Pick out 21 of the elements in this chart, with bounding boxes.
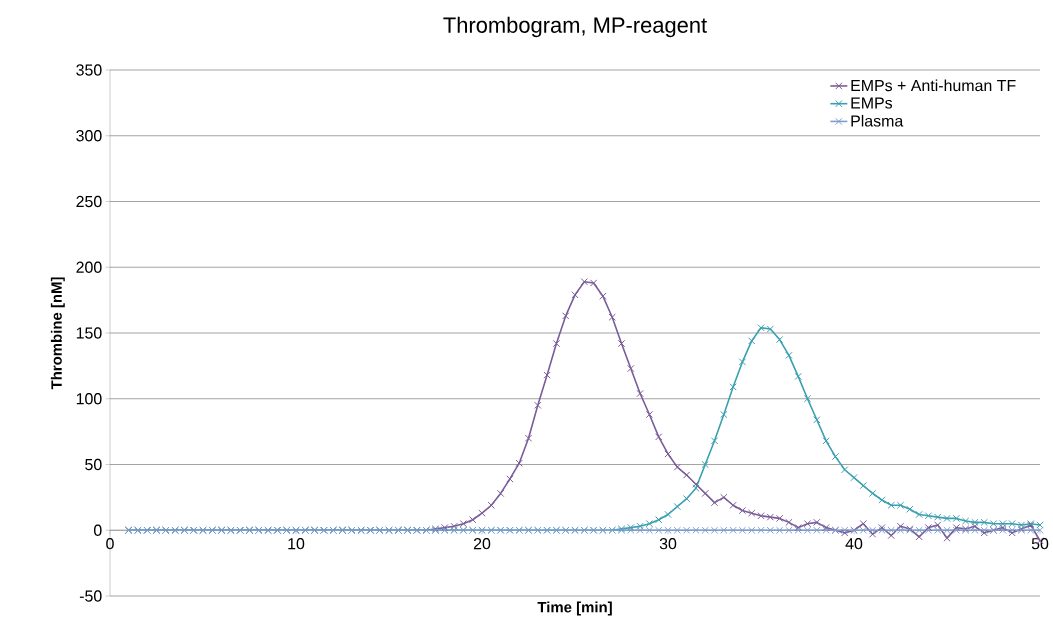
y-axis-title: Thrombine [nM] — [50, 277, 65, 390]
x-tick-label: 40 — [845, 538, 863, 550]
legend-label: Plasma — [851, 114, 904, 127]
y-tick-label: 300 — [76, 130, 102, 142]
y-tick-label: 350 — [76, 64, 102, 76]
chart-title: Thrombogram, MP-reagent — [443, 16, 707, 38]
x-tick-label: 30 — [659, 538, 677, 550]
legend-label: EMPs + Anti-human TF — [851, 79, 1016, 92]
y-tick-label: 50 — [85, 458, 102, 471]
y-tick-label: 200 — [76, 261, 102, 273]
y-tick-label: 0 — [93, 524, 102, 536]
x-tick-label: 20 — [473, 538, 491, 550]
x-tick-label: 0 — [106, 538, 114, 550]
x-tick-label: 50 — [1031, 538, 1049, 550]
y-tick-label: 100 — [76, 393, 102, 405]
y-tick-label: 250 — [76, 195, 102, 208]
x-tick-label: 10 — [288, 538, 305, 550]
x-axis-title: Time [min] — [537, 601, 612, 616]
legend-label: EMPs — [851, 97, 893, 109]
y-tick-label: -50 — [79, 590, 102, 602]
y-tick-label: 150 — [76, 327, 102, 339]
